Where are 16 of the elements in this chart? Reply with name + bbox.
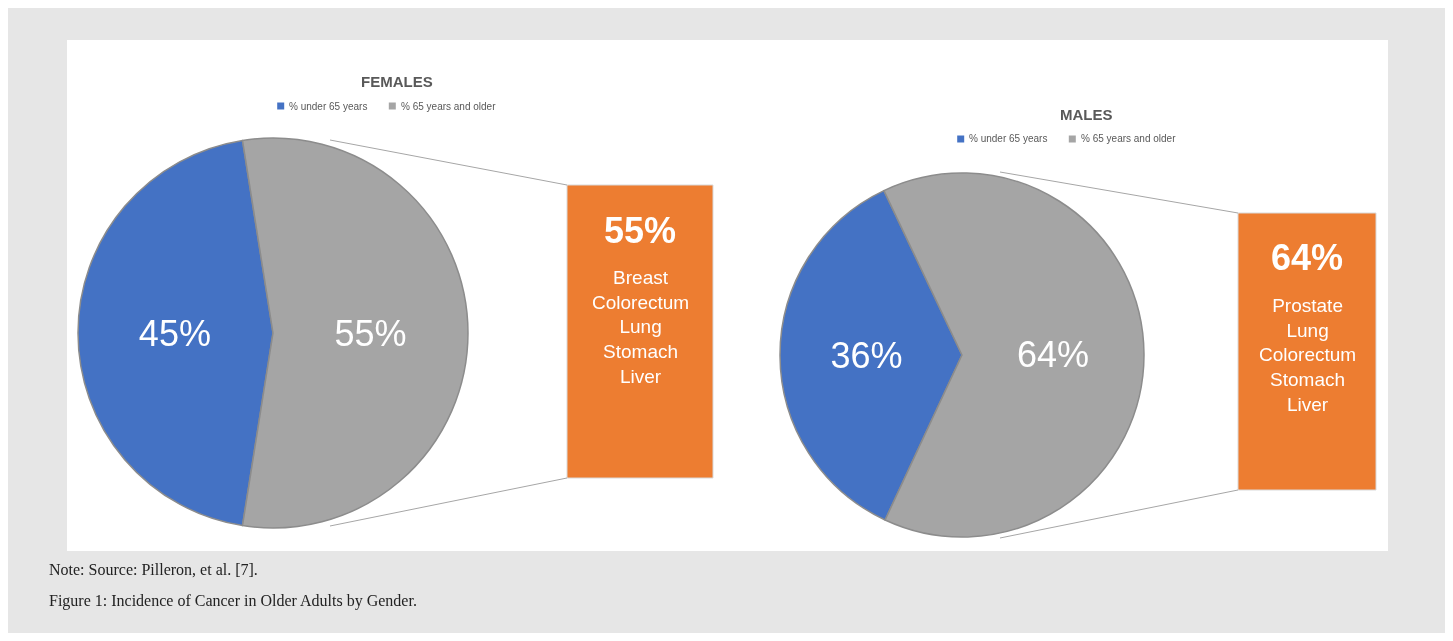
caption: Figure 1: Incidence of Cancer in Older Adults by Gender. xyxy=(49,592,417,610)
legend-label: % 65 years and older xyxy=(1081,133,1177,144)
chart-title: FEMALES xyxy=(361,73,433,90)
legend-label: % under 65 years xyxy=(969,133,1048,144)
text: Breast Colorectum Lung Stomach Liver xyxy=(592,267,690,387)
legend-label: % 65 years and older xyxy=(401,101,497,112)
chart-title: MALES xyxy=(1060,106,1113,123)
data-label: 45% xyxy=(138,312,211,354)
data-label: 55% xyxy=(334,312,407,354)
text: Note: Source: Pilleron, et al. [7]. xyxy=(49,561,258,578)
text: Prostate Lung Colorectum Stomach Liver xyxy=(1259,295,1357,415)
legend-label: % under 65 years xyxy=(289,101,368,112)
data-label: 64% xyxy=(1016,334,1090,376)
data-label: 36% xyxy=(830,334,903,376)
text: 55% xyxy=(604,210,677,251)
text: 64% xyxy=(1271,237,1344,278)
